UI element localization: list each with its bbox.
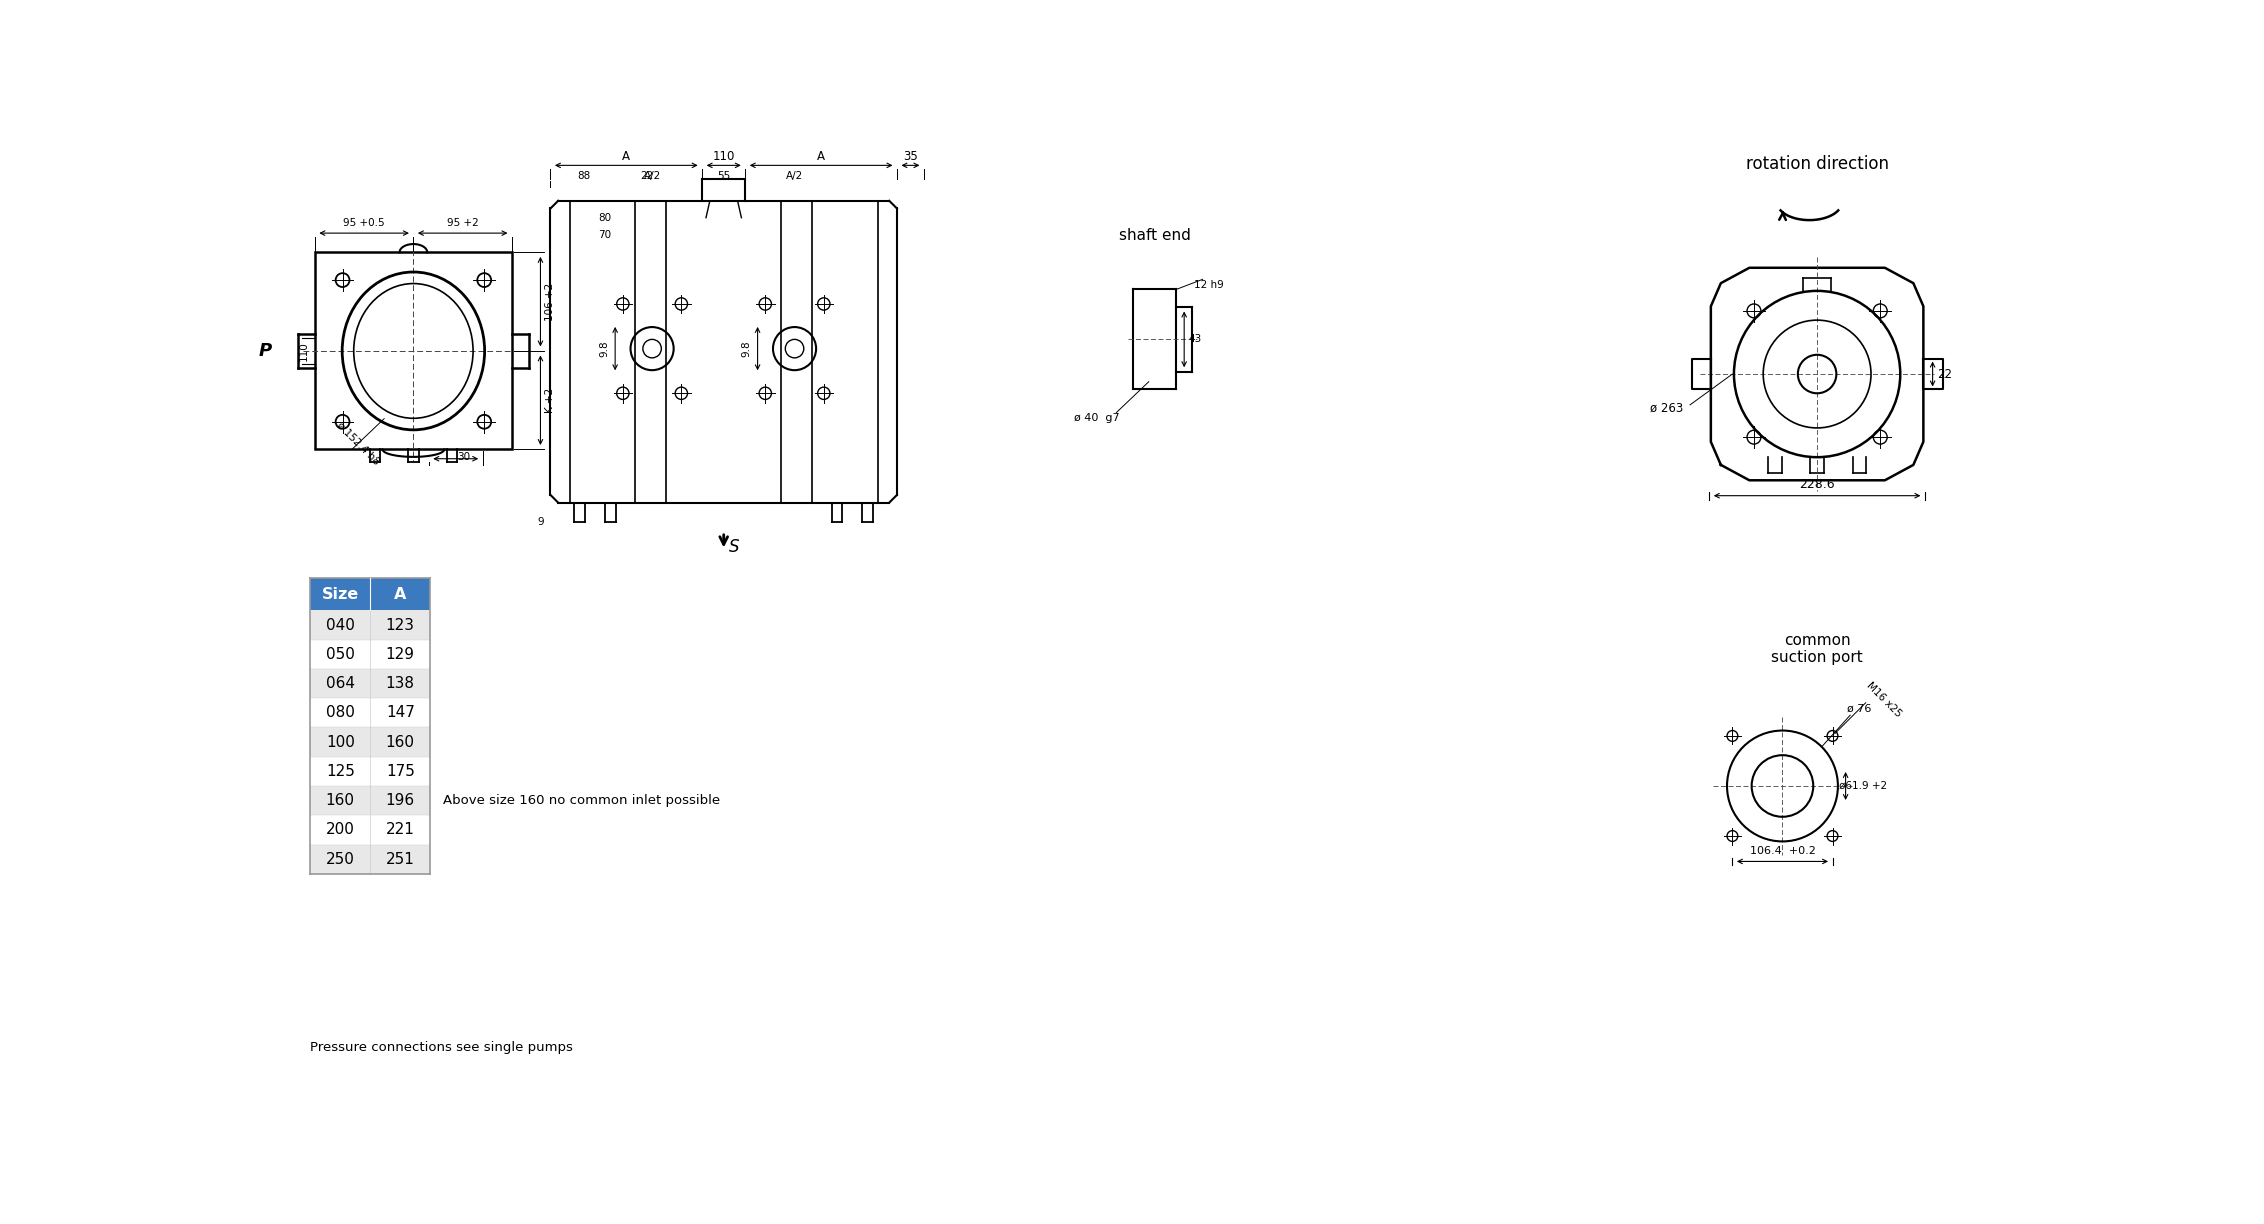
Bar bbox=[310, 611, 430, 640]
Text: 040: 040 bbox=[326, 618, 355, 633]
Text: 200: 200 bbox=[326, 823, 355, 837]
Text: ø 152.4 h8: ø 152.4 h8 bbox=[335, 420, 380, 466]
Text: 9: 9 bbox=[537, 517, 543, 526]
Text: 9.8: 9.8 bbox=[600, 340, 609, 357]
Text: 22: 22 bbox=[1936, 367, 1952, 381]
Bar bbox=[310, 815, 430, 845]
Text: 55: 55 bbox=[718, 171, 731, 181]
Text: 106 +2: 106 +2 bbox=[546, 283, 555, 321]
Text: ø 263: ø 263 bbox=[1650, 401, 1684, 415]
Text: 160: 160 bbox=[385, 734, 414, 749]
Text: 100: 100 bbox=[326, 734, 355, 749]
Text: P: P bbox=[258, 341, 272, 360]
Text: 160: 160 bbox=[326, 793, 355, 808]
Text: A/2: A/2 bbox=[643, 171, 661, 181]
Text: 9.8: 9.8 bbox=[743, 340, 752, 357]
Text: common
suction port: common suction port bbox=[1770, 633, 1863, 665]
Bar bbox=[310, 698, 430, 727]
Text: 080: 080 bbox=[326, 705, 355, 721]
Bar bbox=[310, 845, 430, 874]
Text: 95 +0.5: 95 +0.5 bbox=[344, 218, 385, 228]
Text: 95 +2: 95 +2 bbox=[446, 218, 478, 228]
Text: 35: 35 bbox=[903, 151, 919, 163]
Text: Above size 160 no common inlet possible: Above size 160 no common inlet possible bbox=[444, 794, 720, 807]
Text: 88: 88 bbox=[577, 171, 591, 181]
Text: 175: 175 bbox=[385, 764, 414, 778]
Bar bbox=[310, 727, 430, 756]
Text: 221: 221 bbox=[385, 823, 414, 837]
Text: 106.4  +0.2: 106.4 +0.2 bbox=[1750, 846, 1816, 856]
Text: A: A bbox=[394, 586, 408, 602]
Text: 12 h9: 12 h9 bbox=[1193, 280, 1223, 290]
Text: 80: 80 bbox=[598, 213, 611, 223]
Text: S: S bbox=[729, 539, 740, 556]
Text: 43: 43 bbox=[1189, 334, 1202, 344]
Text: 228.6: 228.6 bbox=[1800, 479, 1834, 491]
Bar bbox=[310, 670, 430, 698]
Text: shaft end: shaft end bbox=[1118, 228, 1191, 242]
Text: 22: 22 bbox=[641, 171, 654, 181]
Text: ø 76: ø 76 bbox=[1847, 704, 1872, 714]
Text: 110: 110 bbox=[713, 151, 736, 163]
Text: ø 40  g7: ø 40 g7 bbox=[1075, 412, 1121, 424]
Text: Size: Size bbox=[321, 586, 360, 602]
Text: 251: 251 bbox=[385, 852, 414, 867]
Text: rotation direction: rotation direction bbox=[1746, 154, 1888, 173]
Text: K +2: K +2 bbox=[546, 388, 555, 412]
Text: 123: 123 bbox=[385, 618, 414, 633]
Bar bbox=[310, 786, 430, 815]
Bar bbox=[310, 640, 430, 670]
Text: 125: 125 bbox=[326, 764, 355, 778]
Text: 196: 196 bbox=[385, 793, 414, 808]
Bar bbox=[310, 756, 430, 786]
Text: ø61.9 +2: ø61.9 +2 bbox=[1838, 781, 1888, 791]
Bar bbox=[310, 578, 430, 611]
Text: 250: 250 bbox=[326, 852, 355, 867]
Text: 70: 70 bbox=[598, 230, 611, 240]
Text: Pressure connections see single pumps: Pressure connections see single pumps bbox=[310, 1042, 573, 1054]
Text: 050: 050 bbox=[326, 646, 355, 662]
Text: A: A bbox=[817, 151, 824, 163]
Text: 138: 138 bbox=[385, 676, 414, 692]
Text: 30: 30 bbox=[457, 452, 471, 463]
Text: 064: 064 bbox=[326, 676, 355, 692]
Text: A: A bbox=[623, 151, 629, 163]
Text: 147: 147 bbox=[385, 705, 414, 721]
Text: A/2: A/2 bbox=[786, 171, 804, 181]
Text: 129: 129 bbox=[385, 646, 414, 662]
Text: 110: 110 bbox=[299, 341, 310, 361]
Text: M16 x25: M16 x25 bbox=[1866, 681, 1904, 718]
